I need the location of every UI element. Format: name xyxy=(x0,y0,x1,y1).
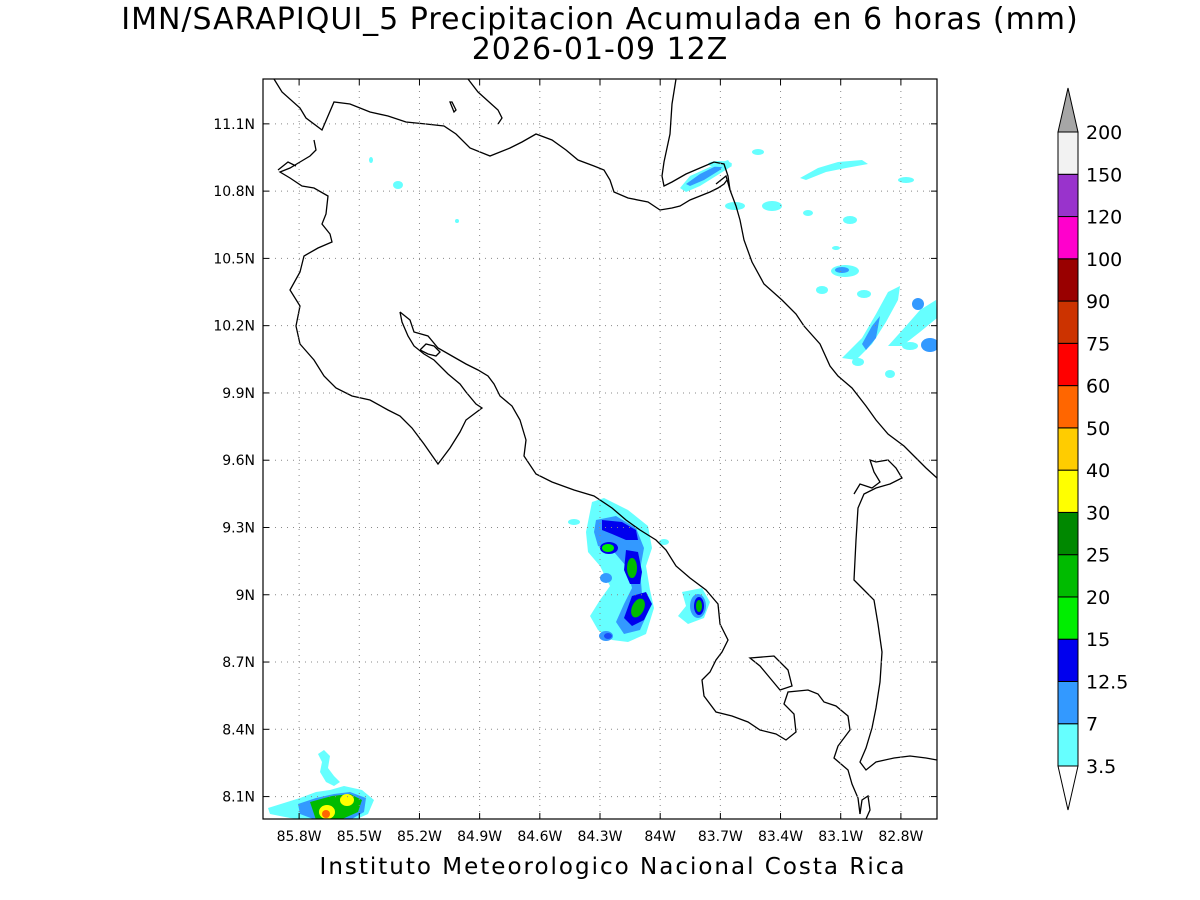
colorbar-level-label: 7 xyxy=(1086,714,1098,736)
colorbar-segment xyxy=(1057,300,1079,344)
footer-credit: Instituto Meteorologico Nacional Costa R… xyxy=(319,854,907,880)
lon-tick-label: 84.3W xyxy=(577,829,622,845)
map-subtitle: 2026-01-09 12Z xyxy=(471,32,729,67)
colorbar-over-triangle xyxy=(1057,87,1079,133)
colorbar-level-label: 150 xyxy=(1086,164,1122,186)
lat-tick-label: 9.9N xyxy=(222,386,255,402)
colorbar: 3.5 7 12.5 15 20 25 30 40 50 60 75 90 100 120 150 200 xyxy=(1057,87,1128,811)
lon-tick-label: 85.5W xyxy=(337,829,382,845)
colorbar-segment xyxy=(1057,216,1079,260)
colorbar-segment xyxy=(1057,427,1079,471)
map-axes: 85.8W 85.5W 85.2W 84.9W 84.6W 84.3W 84W 83.7W 83… xyxy=(213,79,937,845)
lon-tick-label: 83.1W xyxy=(818,829,863,845)
lon-tick-label: 85.8W xyxy=(277,829,322,845)
colorbar-level-label: 200 xyxy=(1086,122,1122,144)
lat-tick-label: 9.3N xyxy=(222,520,255,536)
lon-tick-label: 83.7W xyxy=(698,829,743,845)
coastline-borders xyxy=(273,79,937,819)
colorbar-level-label: 90 xyxy=(1086,291,1110,313)
lat-tick-label: 11.1N xyxy=(213,117,255,133)
precipitation-field xyxy=(268,149,937,819)
colorbar-level-label: 40 xyxy=(1086,460,1110,482)
colorbar-segment xyxy=(1057,342,1079,387)
colorbar-segment xyxy=(1057,723,1079,767)
map-grid xyxy=(263,79,937,819)
colorbar-level-label: 20 xyxy=(1086,587,1110,609)
colorbar-level-label: 25 xyxy=(1086,545,1110,567)
lat-tick-label: 10.2N xyxy=(213,319,255,335)
colorbar-segment xyxy=(1057,596,1079,640)
colorbar-segment xyxy=(1057,511,1079,556)
colorbar-level-label: 30 xyxy=(1086,502,1110,524)
lat-tick-label: 10.8N xyxy=(213,184,255,200)
lat-tick-label: 10.5N xyxy=(213,251,255,267)
colorbar-segment xyxy=(1057,258,1079,302)
colorbar-level-label: 120 xyxy=(1086,207,1122,229)
colorbar-level-label: 15 xyxy=(1086,629,1110,651)
colorbar-segment xyxy=(1057,680,1079,725)
map-title: IMN/SARAPIQUI_5 Precipitacion Acumulada … xyxy=(121,2,1079,37)
lat-tick-label: 8.7N xyxy=(222,655,255,671)
lat-tick-label: 9N xyxy=(236,588,255,604)
lat-tick-label: 8.4N xyxy=(222,722,255,738)
colorbar-segment xyxy=(1057,385,1079,429)
colorbar-segment xyxy=(1057,173,1079,218)
colorbar-segment xyxy=(1057,131,1079,175)
lon-tick-label: 84.6W xyxy=(517,829,562,845)
colorbar-level-label: 60 xyxy=(1086,376,1110,398)
colorbar-segment xyxy=(1057,638,1079,682)
colorbar-level-label: 12.5 xyxy=(1086,671,1128,693)
colorbar-under-triangle xyxy=(1057,765,1079,811)
colorbar-level-label: 3.5 xyxy=(1086,756,1116,778)
lat-tick-label: 9.6N xyxy=(222,453,255,469)
colorbar-level-label: 100 xyxy=(1086,249,1122,271)
map-frame xyxy=(262,78,938,820)
colorbar-segment xyxy=(1057,554,1079,598)
colorbar-level-label: 50 xyxy=(1086,418,1110,440)
colorbar-level-label: 75 xyxy=(1086,333,1110,355)
colorbar-segment xyxy=(1057,469,1079,513)
lon-tick-label: 82.8W xyxy=(878,829,923,845)
lon-tick-label: 85.2W xyxy=(397,829,442,845)
lon-tick-label: 83.4W xyxy=(758,829,803,845)
lon-tick-label: 84W xyxy=(644,829,676,845)
lon-tick-label: 84.9W xyxy=(457,829,502,845)
lat-tick-label: 8.1N xyxy=(222,790,255,806)
